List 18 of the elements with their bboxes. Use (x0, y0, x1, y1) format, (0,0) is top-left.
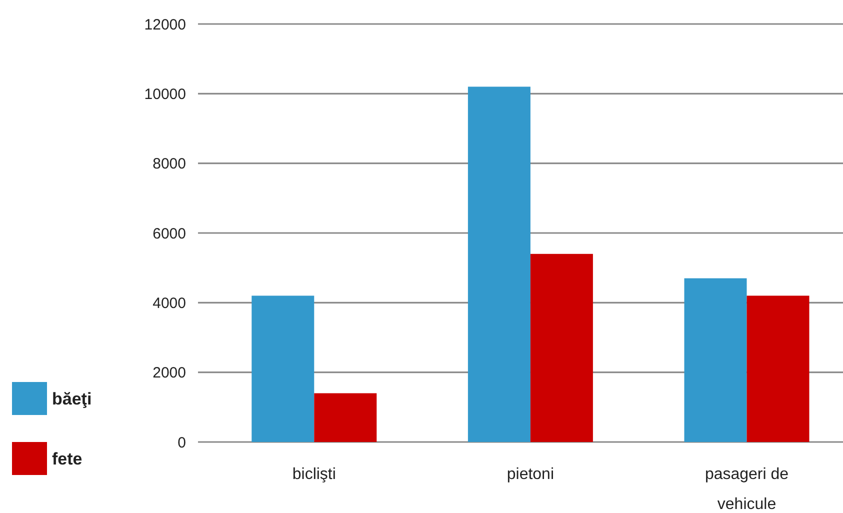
y-tick-label: 4000 (152, 294, 186, 312)
x-tick-label: biclişti (292, 466, 336, 483)
bar (684, 278, 747, 442)
y-tick-label: 6000 (152, 225, 186, 242)
x-tick-label: pietoni (506, 466, 554, 483)
bar (746, 296, 810, 442)
bar (252, 296, 314, 442)
bar (468, 86, 530, 442)
bar (530, 254, 593, 442)
legend-label: fete (52, 449, 82, 468)
y-tick-label: 2000 (152, 364, 186, 382)
y-tick-label: 0 (178, 434, 186, 452)
y-tick-label: 10000 (144, 86, 186, 103)
bar (314, 393, 377, 442)
x-tick-label: pasageri de vehicule (704, 466, 789, 513)
y-tick-label: 12000 (144, 16, 186, 34)
y-tick-label: 8000 (152, 156, 186, 173)
legend-label: băeţi (52, 389, 92, 408)
